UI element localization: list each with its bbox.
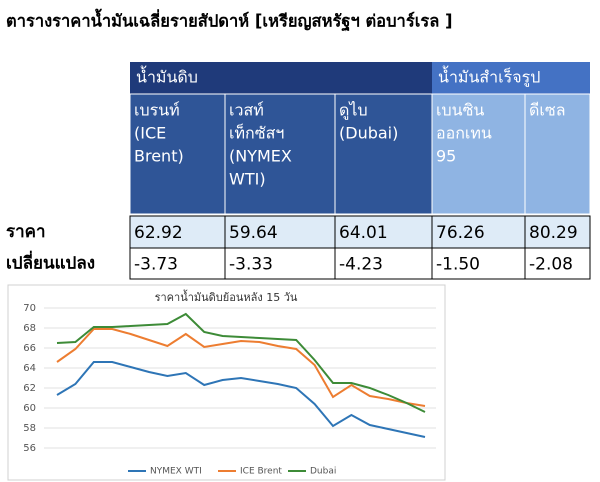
y-tick-label: 66 [23,343,36,354]
row-label: เปลี่ยนแปลง [6,251,95,274]
chart-title: ราคาน้ำมันดิบย้อนหลัง 15 วัน [155,289,298,304]
group-label: น้ำมันดิบ [136,66,198,87]
page-title: ตารางราคาน้ำมันเฉลี่ยรายสัปดาห์ [เหรียญส… [6,9,453,32]
column-header-text: (Dubai) [339,124,398,143]
cell-value: -2.08 [529,255,573,275]
column-header-text: (NYMEX [229,147,292,166]
column-header-text: เท็กซัสฯ [229,123,284,143]
cell-value: -1.50 [436,255,480,275]
column-header-text: WTI) [229,170,266,189]
cell [431,247,526,280]
column-header [524,93,591,215]
y-tick-label: 70 [23,303,36,314]
cell [129,215,226,249]
cell [224,247,336,280]
legend-label: ICE Brent [240,467,282,477]
column-header [334,93,433,215]
column-header-text: ออกเทน [436,124,492,143]
cell [524,247,591,280]
cell [334,215,433,249]
cell-value: 64.01 [339,223,388,243]
y-tick-label: 62 [23,383,36,394]
cell-value: -4.23 [339,255,383,275]
column-header-text: (ICE [134,124,166,143]
cell-value: -3.33 [229,255,273,275]
chart-frame [7,284,446,481]
y-tick-label: 68 [23,323,36,334]
series-line [56,312,426,413]
group-header [432,62,590,94]
cell-value: 80.29 [529,223,578,243]
column-header-text: ดีเซล [529,101,566,120]
y-tick-label: 56 [23,443,36,454]
column-header-text: ดูไบ [339,101,368,121]
column-header-text: เบนซิน [436,101,484,120]
column-header-text: เบรนท์ [134,101,180,120]
cell-value: 76.26 [436,223,485,243]
row-label: ราคา [6,222,46,242]
cell [334,247,433,280]
column-header-text: เวสท์ [229,101,264,120]
series-line [56,361,426,438]
series-line [56,328,426,407]
y-tick-label: 64 [23,363,36,374]
group-label: น้ำมันสำเร็จรูป [438,66,540,88]
cell [224,215,336,249]
cell-value: 62.92 [134,223,183,243]
column-header [129,93,226,215]
group-header [130,62,432,94]
legend-label: Dubai [310,467,336,477]
cell [129,247,226,280]
column-header-text: 95 [436,147,456,166]
legend-label: NYMEX WTI [150,467,202,477]
y-tick-label: 60 [23,403,36,414]
y-tick-label: 58 [23,423,36,434]
column-header-text: Brent) [134,147,184,166]
cell-value: -3.73 [134,255,178,275]
cell [524,215,591,249]
cell-value: 59.64 [229,223,278,243]
column-header [431,93,526,215]
